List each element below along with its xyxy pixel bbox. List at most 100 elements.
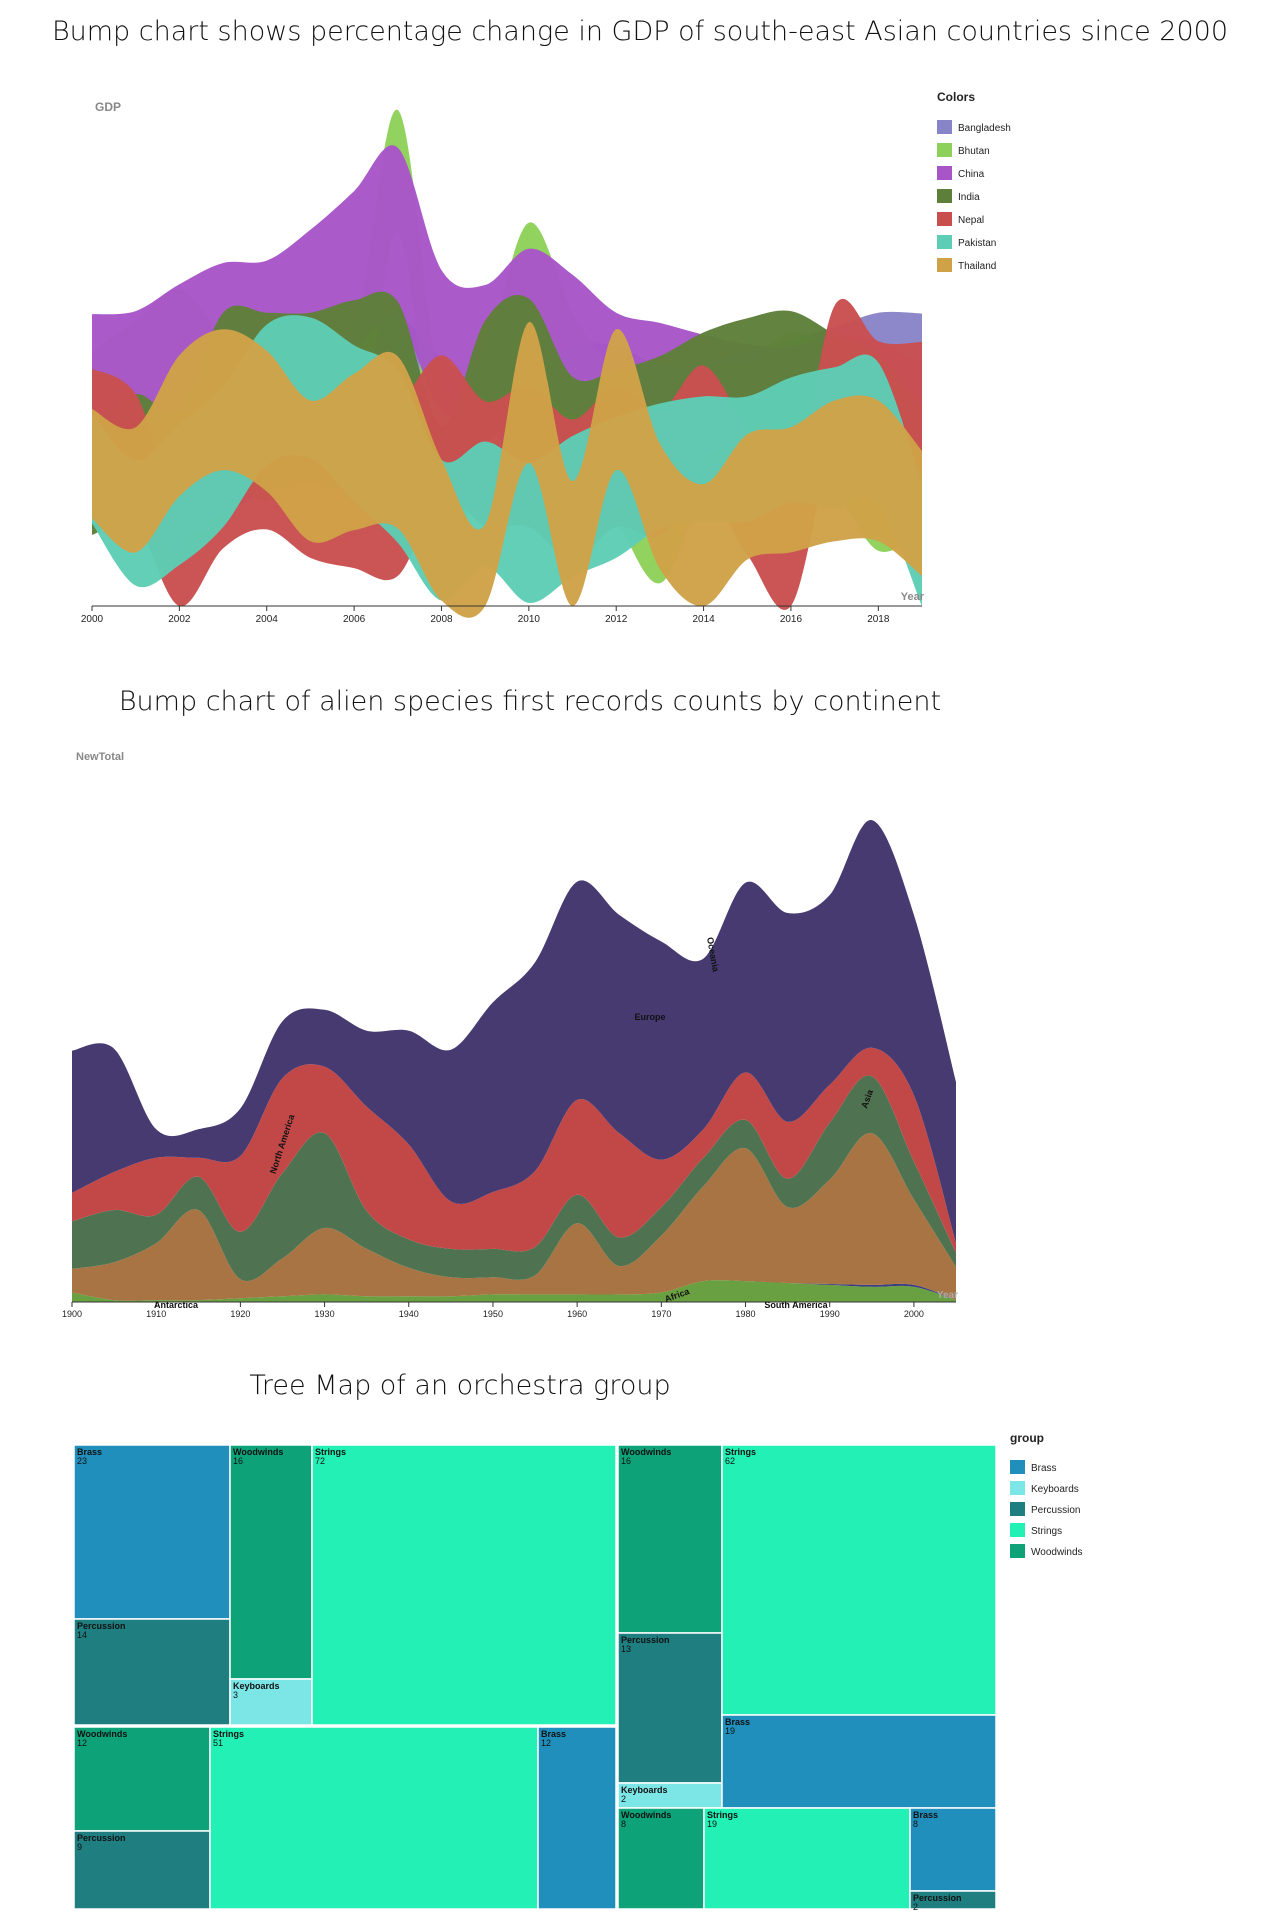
gdp-legend-label-nepal: Nepal xyxy=(958,215,984,226)
gdp-legend-label-china: China xyxy=(958,169,985,180)
treemap-cell-rect xyxy=(311,1444,617,1726)
treemap-cell-value: 13 xyxy=(621,1644,631,1654)
treemap-cell-rect xyxy=(617,1444,723,1634)
species-y-axis-label: NewTotal xyxy=(76,751,124,763)
gdp-x-tick-label: 2016 xyxy=(780,614,803,625)
gdp-legend-title: Colors xyxy=(937,90,975,104)
gdp-legend-swatch-nepal xyxy=(937,212,952,226)
treemap-legend-swatch-woodwinds xyxy=(1010,1544,1025,1558)
species-x-tick-label: 1910 xyxy=(146,1309,166,1319)
gdp-x-tick-label: 2010 xyxy=(518,614,541,625)
treemap-cell-rect xyxy=(73,1618,231,1726)
gdp-x-tick-label: 2004 xyxy=(256,614,279,625)
treemap-cell-name: Percussion xyxy=(621,1635,670,1645)
treemap-cell-value: 12 xyxy=(77,1738,87,1748)
gdp-legend-label-india: India xyxy=(958,192,980,203)
treemap-cell-name: Woodwinds xyxy=(77,1729,127,1739)
treemap-legend-swatch-brass xyxy=(1010,1460,1025,1474)
treemap-cell-rect xyxy=(537,1726,617,1910)
species-x-tick-label: 1920 xyxy=(230,1309,250,1319)
treemap-cell-name: Keyboards xyxy=(621,1785,668,1795)
treemap-legend-swatch-percussion xyxy=(1010,1502,1025,1516)
species-band-oceania xyxy=(72,1047,956,1253)
treemap-cell-rect xyxy=(73,1726,211,1832)
treemap-cell-value: 19 xyxy=(707,1819,717,1829)
treemap-cell-rect xyxy=(617,1632,723,1784)
gdp-legend-swatch-india xyxy=(937,189,952,203)
species-label-south-america: South America xyxy=(764,1300,828,1310)
treemap-cell-name: Strings xyxy=(213,1729,244,1739)
chart2-title: Bump chart of alien species first record… xyxy=(118,686,942,717)
chart3-svg: Brass23Percussion14Woodwinds16Keyboards3… xyxy=(73,1431,1083,1912)
gdp-x-tick-label: 2012 xyxy=(605,614,628,625)
treemap-cell-name: Woodwinds xyxy=(621,1447,671,1457)
treemap-cell-rect xyxy=(703,1807,911,1910)
treemap-cell-name: Brass xyxy=(725,1717,750,1727)
species-label-antarctica: Antarctica xyxy=(154,1300,199,1310)
treemap-cell-rect xyxy=(209,1726,539,1910)
gdp-x-tick-label: 2014 xyxy=(692,614,715,625)
species-x-tick-label: 1900 xyxy=(62,1309,82,1319)
treemap-cell-name: Percussion xyxy=(77,1621,126,1631)
treemap-cell-rect xyxy=(229,1444,313,1680)
treemap-legend: group Brass Keyboards Percussion Strings Wood… xyxy=(1010,1431,1083,1558)
treemap-cell-value: 9 xyxy=(77,1842,82,1852)
species-x-tick-label: 1990 xyxy=(820,1309,840,1319)
gdp-legend-label-bhutan: Bhutan xyxy=(958,146,990,157)
species-x-tick-label: 1950 xyxy=(483,1309,503,1319)
chart3-title: Tree Map of an orchestra group xyxy=(249,1370,671,1401)
treemap-cell-value: 3 xyxy=(233,1690,238,1700)
treemap-cell-name: Keyboards xyxy=(233,1681,280,1691)
species-label-europe: Europe xyxy=(634,1012,665,1022)
treemap-cell-rect xyxy=(617,1807,705,1910)
species-x-tick-label: 1930 xyxy=(315,1309,335,1319)
gdp-legend-label-thailand: Thailand xyxy=(958,261,996,272)
treemap-cell-rect xyxy=(73,1444,231,1620)
treemap-cell-rect xyxy=(721,1714,997,1809)
treemap-cell-name: Woodwinds xyxy=(233,1447,283,1457)
treemap-cell-value: 12 xyxy=(541,1738,551,1748)
treemap-cell-name: Percussion xyxy=(77,1833,126,1843)
treemap-cell-rect xyxy=(73,1830,211,1910)
treemap-cell-name: Brass xyxy=(77,1447,102,1457)
chart2-svg: 1900 1910 1920 1930 1940 1950 1960 1970 1980 1990… xyxy=(62,751,958,1319)
treemap-cell-value: 23 xyxy=(77,1456,87,1466)
gdp-legend-swatch-bhutan xyxy=(937,143,952,157)
treemap-cell-value: 72 xyxy=(315,1456,325,1466)
treemap-cell-rect xyxy=(909,1890,997,1910)
gdp-x-tick-label: 2000 xyxy=(81,614,104,625)
treemap-cell-value: 8 xyxy=(913,1819,918,1829)
treemap-cell-rect xyxy=(617,1782,723,1809)
treemap-cell-rect xyxy=(721,1444,997,1716)
treemap-legend-swatch-strings xyxy=(1010,1523,1025,1537)
species-band-asia xyxy=(72,1132,956,1301)
treemap-legend-label-strings: Strings xyxy=(1031,1526,1062,1537)
treemap-legend-title: group xyxy=(1010,1431,1044,1445)
treemap-cell-value: 14 xyxy=(77,1630,87,1640)
gdp-legend-swatch-pakistan xyxy=(937,235,952,249)
species-x-axis-label: Year xyxy=(937,1290,958,1301)
treemap-cell-value: 62 xyxy=(725,1456,735,1466)
treemap-cell-name: Woodwinds xyxy=(621,1810,671,1820)
species-band-europe xyxy=(72,819,956,1244)
treemap-cell-name: Strings xyxy=(725,1447,756,1457)
treemap-cell-name: Percussion xyxy=(913,1893,962,1903)
species-x-tick-label: 2000 xyxy=(904,1309,924,1319)
gdp-x-tick-label: 2006 xyxy=(343,614,366,625)
gdp-x-tick-label: 2002 xyxy=(168,614,191,625)
chart1-svg: 2000 2002 2004 2006 2008 2010 2012 2014 2016 2018… xyxy=(81,90,1011,625)
species-x-tick-label: 1970 xyxy=(651,1309,671,1319)
